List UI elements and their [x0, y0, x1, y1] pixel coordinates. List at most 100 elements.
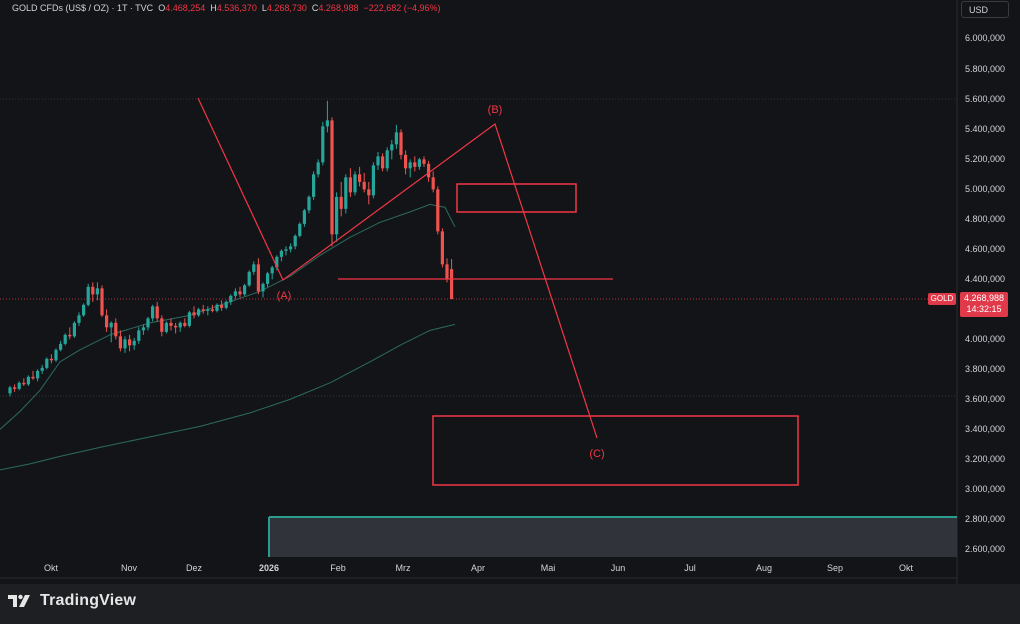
candle-body: [275, 256, 279, 268]
candle-body: [279, 250, 283, 257]
candle-body: [187, 312, 191, 326]
candle-body: [385, 150, 389, 169]
candle-body: [266, 273, 270, 284]
resistance-zone[interactable]: [456, 183, 577, 213]
candle-body: [417, 159, 421, 167]
candle-body: [247, 271, 251, 286]
candle-body: [450, 269, 454, 299]
candle-body: [330, 120, 334, 235]
time-tick: Aug: [755, 563, 773, 573]
candle-body: [233, 291, 237, 296]
candle-body: [321, 126, 325, 163]
wave-annotation[interactable]: [197, 97, 799, 486]
close-label: C: [311, 3, 319, 13]
close-value: 4.268,988: [318, 3, 359, 13]
candle-body: [293, 235, 297, 247]
wave-label-c[interactable]: (C): [589, 448, 605, 460]
candle-body: [13, 387, 17, 389]
low-value: 4.268,730: [266, 3, 307, 13]
currency-button[interactable]: USD: [961, 1, 1009, 18]
candle-body: [353, 174, 357, 193]
candle-body: [49, 358, 53, 361]
candle-body: [381, 156, 385, 169]
candle-body: [335, 196, 339, 235]
candle-body: [270, 267, 274, 274]
candle-body: [224, 301, 228, 308]
candle-body: [63, 334, 67, 344]
price-tick: 2.800,000: [965, 514, 1006, 524]
candle-body: [114, 322, 118, 337]
candle-body: [183, 322, 187, 326]
candle-body: [440, 231, 444, 265]
candle-body: [68, 334, 72, 337]
time-tick: Okt: [898, 563, 914, 573]
price-tick: 4.800,000: [965, 214, 1006, 224]
candle-body: [8, 387, 12, 394]
candle-body: [243, 285, 247, 295]
candle-body: [91, 286, 95, 295]
price-tick: 4.400,000: [965, 274, 1006, 284]
wave-a-line[interactable]: [197, 97, 598, 439]
tradingview-logo[interactable]: TradingView: [8, 592, 136, 610]
candle-body: [26, 376, 30, 385]
candle-body: [252, 264, 256, 272]
candle-body: [22, 382, 26, 385]
candle-body: [302, 210, 306, 224]
candle-body: [348, 177, 352, 193]
candle-body: [316, 162, 320, 175]
candle-body: [404, 154, 408, 169]
time-tick: Sep: [826, 563, 844, 573]
high-value: 4.536,370: [216, 3, 257, 13]
price-tick: 3.000,000: [965, 484, 1006, 494]
candle-body: [118, 336, 122, 349]
time-tick: Mai: [540, 563, 556, 573]
candle-body: [128, 339, 132, 346]
time-tick: Okt: [43, 563, 59, 573]
price-tick: 5.200,000: [965, 154, 1006, 164]
symbol-name[interactable]: GOLD CFDs (US$ / OZ) · 1T · TVC: [12, 3, 154, 13]
candle-body: [109, 322, 113, 328]
candle-body: [408, 162, 412, 169]
candle-body: [413, 162, 417, 167]
target-zone[interactable]: [432, 415, 799, 486]
price-tick: 5.000,000: [965, 184, 1006, 194]
candles: [8, 100, 454, 397]
last-price-value: 4.268,988: [963, 293, 1005, 303]
candle-body: [256, 264, 260, 292]
candle-body: [164, 322, 168, 332]
candle-body: [436, 189, 440, 232]
candle-body: [399, 132, 403, 155]
candle-body: [17, 382, 21, 389]
time-tick: Apr: [470, 563, 486, 573]
bar-countdown: 14:32:15: [966, 304, 1002, 314]
candle-body: [31, 376, 35, 379]
candle-body: [105, 315, 109, 328]
price-tick: 3.800,000: [965, 364, 1006, 374]
candle-body: [160, 318, 164, 332]
candle-body: [178, 322, 182, 328]
candle-body: [367, 189, 371, 196]
wave-label-b[interactable]: (B): [487, 104, 503, 116]
time-tick: 2026: [258, 563, 280, 573]
moving-average-short: [0, 203, 456, 430]
candle-body: [146, 318, 150, 328]
candle-body: [284, 249, 288, 251]
candle-body: [390, 144, 394, 151]
candle-body: [325, 120, 329, 127]
time-tick: Feb: [330, 563, 346, 573]
candle-body: [445, 264, 449, 280]
low-label: L: [261, 3, 267, 13]
wave-label-a[interactable]: (A): [276, 290, 292, 302]
candle-body: [427, 163, 431, 178]
open-value: 4.468,254: [165, 3, 206, 13]
candle-body: [229, 295, 233, 302]
price-tick: 5.600,000: [965, 94, 1006, 104]
candle-body: [206, 309, 210, 311]
candle-body: [174, 325, 178, 328]
time-tick: Jul: [684, 563, 696, 573]
demand-zone[interactable]: [269, 517, 957, 557]
candle-body: [298, 223, 302, 236]
price-tick: 3.400,000: [965, 424, 1006, 434]
candle-body: [95, 288, 99, 295]
